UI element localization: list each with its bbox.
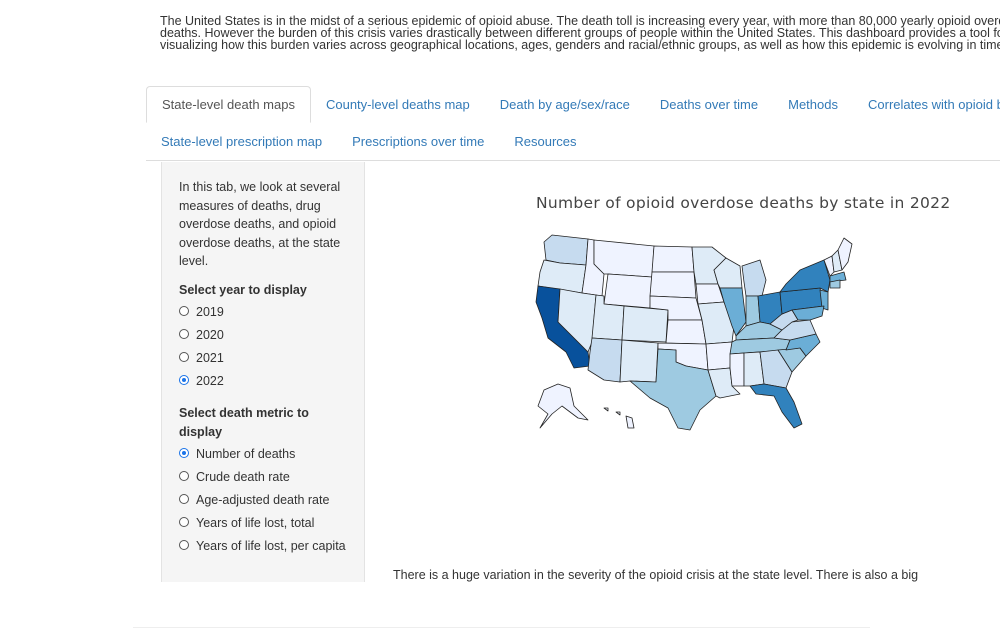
radio-button[interactable]	[179, 329, 189, 339]
state-montana[interactable]	[593, 239, 655, 278]
year-option-2019[interactable]: 2019	[179, 303, 354, 321]
metric-label: Select death metric to display	[179, 406, 309, 439]
year-option-2020[interactable]: 2020	[179, 326, 354, 344]
state-maine[interactable]	[837, 237, 853, 271]
state-new-jersey[interactable]	[819, 289, 829, 311]
radio-label: Crude death rate	[196, 470, 290, 484]
radio-label: 2019	[196, 305, 224, 319]
state-arizona[interactable]	[587, 337, 623, 383]
state-indiana[interactable]	[745, 295, 761, 327]
metric-radio-group: Select death metric to display Number of…	[179, 404, 364, 555]
tab-state-level-death-maps[interactable]: State-level death maps	[146, 86, 311, 123]
year-radio-group: Select year to display 2019 2020 2021 20…	[179, 281, 364, 391]
state-massachusetts[interactable]	[829, 271, 847, 283]
tab-deaths-over-time[interactable]: Deaths over time	[659, 97, 759, 112]
tab-resources[interactable]: Resources	[514, 134, 577, 149]
state-michigan[interactable]	[741, 259, 767, 297]
radio-button[interactable]	[179, 352, 189, 362]
state-kansas[interactable]	[665, 319, 707, 345]
state-connecticut[interactable]	[829, 279, 841, 289]
sidebar-panel: In this tab, we look at several measures…	[161, 162, 365, 582]
metric-option-number-of-deaths[interactable]: Number of deaths	[179, 445, 354, 463]
tab-state-level-prescription-map[interactable]: State-level prescription map	[161, 134, 323, 149]
radio-label: Years of life lost, total	[196, 516, 315, 530]
radio-label: Age-adjusted death rate	[196, 493, 330, 507]
state-texas[interactable]	[629, 348, 717, 431]
tab-death-by-age-sex-race[interactable]: Death by age/sex/race	[499, 97, 630, 112]
intro-line-2: deaths. However the burden of this crisi…	[160, 26, 1000, 40]
radio-button-selected[interactable]	[179, 375, 189, 385]
metric-option-years-of-life-lost-per-capita[interactable]: Years of life lost, per capita	[179, 537, 354, 555]
map-description-text: There is a huge variation in the severit…	[393, 568, 919, 582]
intro-line-3: visualizing how this burden varies acros…	[160, 38, 1000, 52]
state-wyoming[interactable]	[603, 273, 653, 309]
tab-methods[interactable]: Methods	[788, 97, 838, 112]
radio-label: Number of deaths	[196, 447, 296, 461]
radio-button[interactable]	[179, 517, 189, 527]
footer-divider	[133, 627, 870, 628]
radio-label: 2020	[196, 328, 224, 342]
state-alaska[interactable]	[537, 383, 589, 429]
tab-row-1: State-level death maps County-level deat…	[146, 86, 1000, 123]
state-arkansas[interactable]	[705, 341, 733, 371]
radio-label: Years of life lost, per capita	[196, 539, 346, 553]
state-new-york[interactable]	[779, 259, 831, 293]
us-choropleth-map[interactable]	[530, 230, 860, 435]
tab-prescriptions-over-time[interactable]: Prescriptions over time	[352, 134, 485, 149]
year-option-2021[interactable]: 2021	[179, 349, 354, 367]
radio-label: 2022	[196, 374, 224, 388]
year-label: Select year to display	[179, 282, 307, 297]
radio-button[interactable]	[179, 471, 189, 481]
state-florida[interactable]	[749, 383, 803, 429]
state-maryland[interactable]	[791, 305, 825, 321]
year-option-2022[interactable]: 2022	[179, 372, 354, 390]
tab-row-2: State-level prescription map Prescriptio…	[146, 123, 1000, 161]
state-hawaii[interactable]	[603, 407, 635, 429]
metric-option-age-adjusted-death-rate[interactable]: Age-adjusted death rate	[179, 491, 354, 509]
state-colorado[interactable]	[621, 305, 669, 343]
tab-bar: State-level death maps County-level deat…	[146, 86, 1000, 161]
radio-button[interactable]	[179, 540, 189, 550]
metric-option-years-of-life-lost-total[interactable]: Years of life lost, total	[179, 514, 354, 532]
radio-button-selected[interactable]	[179, 448, 189, 458]
intro-line-1: The United States is in the midst of a s…	[160, 14, 1000, 28]
state-new-mexico[interactable]	[619, 339, 659, 383]
intro-text: The United States is in the midst of a s…	[160, 14, 1000, 52]
radio-label: 2021	[196, 351, 224, 365]
metric-option-crude-death-rate[interactable]: Crude death rate	[179, 468, 354, 486]
radio-button[interactable]	[179, 306, 189, 316]
tab-county-level-deaths-map[interactable]: County-level deaths map	[325, 97, 470, 112]
state-washington[interactable]	[543, 234, 589, 266]
state-north-dakota[interactable]	[651, 245, 695, 273]
tab-correlates-with-opioid-burden[interactable]: Correlates with opioid burden	[868, 97, 1000, 112]
radio-button[interactable]	[179, 494, 189, 504]
state-south-dakota[interactable]	[649, 271, 697, 299]
sidebar-description: In this tab, we look at several measures…	[179, 180, 341, 268]
map-title: Number of opioid overdose deaths by stat…	[536, 194, 951, 212]
state-mississippi[interactable]	[729, 352, 745, 387]
